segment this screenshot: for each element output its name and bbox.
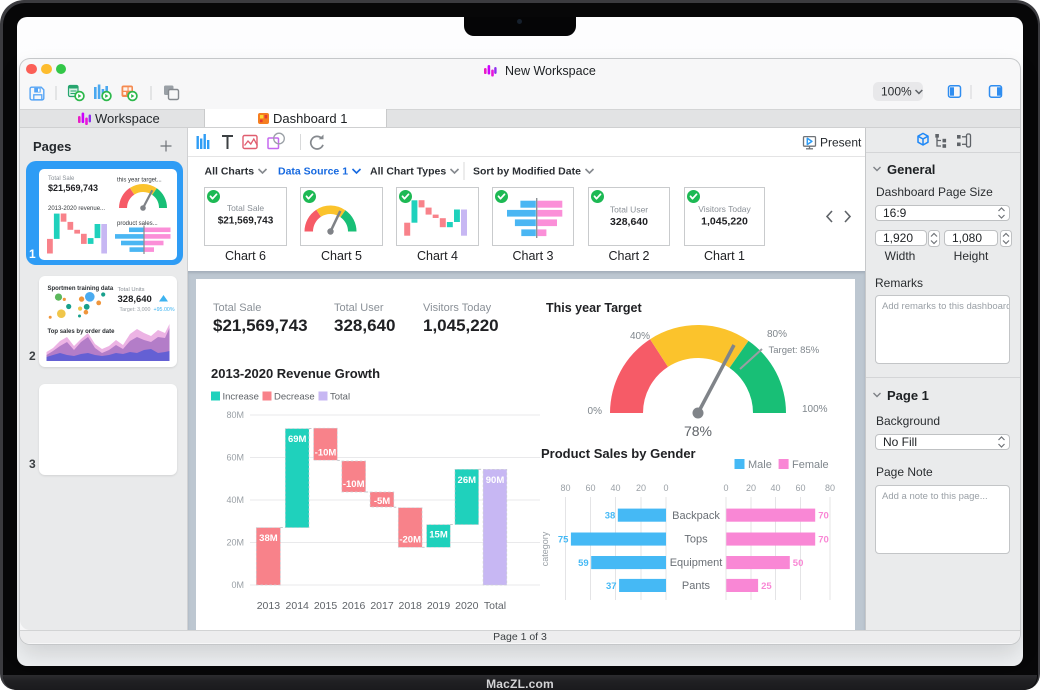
- svg-text:38: 38: [605, 511, 616, 522]
- svg-text:Total: Total: [484, 600, 506, 612]
- svg-text:Workspace: Workspace: [95, 111, 160, 126]
- svg-text:-10M: -10M: [315, 448, 337, 459]
- svg-text:+95.00%: +95.00%: [154, 307, 175, 313]
- svg-text:Chart 6: Chart 6: [225, 249, 266, 263]
- svg-text:this year target...: this year target...: [117, 178, 162, 184]
- svg-text:15M: 15M: [429, 530, 448, 541]
- svg-text:100%: 100%: [802, 404, 828, 415]
- svg-text:Total User: Total User: [610, 205, 648, 215]
- svg-text:0: 0: [723, 483, 728, 493]
- svg-text:This year Target: This year Target: [546, 301, 642, 315]
- svg-text:80: 80: [560, 483, 570, 493]
- svg-text:Visitors Today: Visitors Today: [698, 204, 751, 214]
- svg-text:Male: Male: [748, 459, 772, 471]
- svg-text:Total Sale: Total Sale: [227, 203, 265, 213]
- svg-text:25: 25: [761, 581, 772, 592]
- svg-text:69M: 69M: [288, 434, 307, 445]
- svg-text:$21,569,743: $21,569,743: [213, 316, 308, 335]
- svg-text:328,640: 328,640: [334, 316, 395, 335]
- svg-text:2015: 2015: [314, 600, 338, 612]
- svg-text:Tops: Tops: [684, 534, 708, 546]
- svg-text:2014: 2014: [286, 600, 310, 612]
- svg-text:50: 50: [793, 558, 804, 569]
- svg-text:Visitors Today: Visitors Today: [423, 302, 492, 314]
- svg-text:Total Units: Total Units: [118, 287, 145, 293]
- svg-text:-10M: -10M: [343, 479, 365, 490]
- svg-text:$21,569,743: $21,569,743: [218, 216, 274, 227]
- svg-text:328,640: 328,640: [118, 294, 152, 305]
- svg-text:100%: 100%: [881, 85, 912, 99]
- svg-text:2013-2020 revenue...: 2013-2020 revenue...: [48, 206, 105, 212]
- svg-text:Decrease: Decrease: [274, 392, 315, 403]
- svg-text:Total Sale: Total Sale: [213, 302, 261, 314]
- svg-text:0%: 0%: [588, 406, 603, 417]
- svg-text:1,045,220: 1,045,220: [423, 316, 499, 335]
- svg-text:20: 20: [746, 483, 756, 493]
- svg-text:40: 40: [770, 483, 780, 493]
- svg-text:All Charts: All Charts: [205, 166, 255, 178]
- svg-text:37: 37: [606, 581, 617, 592]
- svg-text:Top sales by order date: Top sales by order date: [48, 329, 116, 335]
- svg-text:60M: 60M: [226, 453, 244, 463]
- svg-text:-20M: -20M: [399, 535, 421, 546]
- svg-text:Target: 85%: Target: 85%: [769, 345, 820, 356]
- svg-text:Product Sales by Gender: Product Sales by Gender: [541, 446, 696, 461]
- svg-text:40%: 40%: [630, 331, 650, 342]
- svg-text:Backpack: Backpack: [672, 510, 720, 522]
- svg-text:2020: 2020: [455, 600, 479, 612]
- svg-text:59: 59: [578, 558, 589, 569]
- svg-text:Chart 5: Chart 5: [321, 249, 362, 263]
- svg-text:product sales...: product sales...: [117, 221, 158, 227]
- svg-text:2013-2020 Revenue Growth: 2013-2020 Revenue Growth: [211, 366, 380, 381]
- svg-text:Total Sale: Total Sale: [48, 176, 75, 182]
- svg-text:0M: 0M: [231, 580, 244, 590]
- svg-text:-5M: -5M: [374, 496, 390, 507]
- svg-text:20M: 20M: [226, 538, 244, 548]
- svg-text:2019: 2019: [427, 600, 451, 612]
- svg-text:78%: 78%: [684, 423, 712, 439]
- svg-text:Equipment: Equipment: [670, 557, 723, 569]
- svg-text:60: 60: [585, 483, 595, 493]
- svg-text:2017: 2017: [370, 600, 394, 612]
- svg-text:70: 70: [818, 534, 829, 545]
- svg-text:category: category: [540, 531, 550, 566]
- svg-text:90M: 90M: [486, 475, 505, 486]
- svg-text:All Chart Types: All Chart Types: [370, 166, 446, 178]
- svg-text:2016: 2016: [342, 600, 366, 612]
- svg-text:26M: 26M: [458, 475, 477, 486]
- svg-text:Sportmen training data: Sportmen training data: [48, 286, 114, 292]
- svg-text:80: 80: [825, 483, 835, 493]
- svg-text:Chart 1: Chart 1: [704, 249, 745, 263]
- svg-text:Total User: Total User: [334, 302, 384, 314]
- svg-text:20: 20: [636, 483, 646, 493]
- svg-text:Pants: Pants: [682, 580, 711, 592]
- svg-text:1,045,220: 1,045,220: [701, 216, 748, 228]
- svg-text:40M: 40M: [226, 495, 244, 505]
- svg-text:Total: Total: [330, 392, 350, 403]
- svg-text:328,640: 328,640: [610, 216, 648, 228]
- svg-text:Chart 3: Chart 3: [513, 249, 554, 263]
- svg-text:Female: Female: [792, 459, 829, 471]
- svg-text:Chart 2: Chart 2: [609, 249, 650, 263]
- svg-text:2018: 2018: [399, 600, 423, 612]
- svg-text:Target: 3,000: Target: 3,000: [120, 307, 151, 313]
- svg-text:80M: 80M: [226, 410, 244, 420]
- svg-text:2013: 2013: [257, 600, 281, 612]
- svg-text:38M: 38M: [259, 533, 278, 544]
- svg-text:Present: Present: [820, 136, 862, 150]
- svg-text:Dashboard 1: Dashboard 1: [273, 111, 347, 126]
- svg-text:Increase: Increase: [223, 392, 259, 403]
- svg-text:80%: 80%: [767, 329, 787, 340]
- svg-text:Sort by Modified Date: Sort by Modified Date: [473, 166, 581, 178]
- svg-text:40: 40: [610, 483, 620, 493]
- svg-text:70: 70: [818, 511, 829, 522]
- svg-text:$21,569,743: $21,569,743: [48, 183, 98, 193]
- svg-text:Data Source 1: Data Source 1: [278, 166, 348, 178]
- svg-text:Chart 4: Chart 4: [417, 249, 458, 263]
- svg-text:60: 60: [795, 483, 805, 493]
- svg-text:75: 75: [558, 534, 569, 545]
- svg-text:0: 0: [663, 483, 668, 493]
